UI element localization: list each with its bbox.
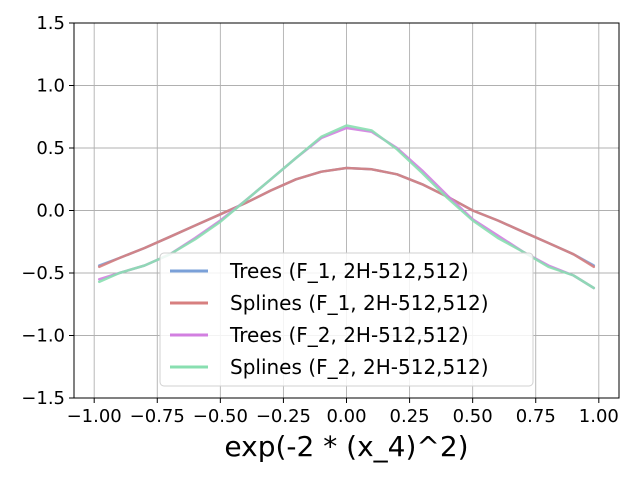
y-tick-label: 1.0 xyxy=(36,76,65,97)
x-tick-label: 0.50 xyxy=(453,406,493,427)
x-tick-label: −0.75 xyxy=(130,406,185,427)
legend: Trees (F_1, 2H-512,512) Splines (F_1, 2H-… xyxy=(159,252,534,387)
x-tick-label: 1.00 xyxy=(579,406,619,427)
y-tick-label: −1.0 xyxy=(21,326,65,347)
series-line-2 xyxy=(97,166,596,269)
legend-label: Trees (F_2, 2H-512,512) xyxy=(229,323,469,347)
x-tick-label: −0.25 xyxy=(256,406,311,427)
axis-ticks: −1.00 −0.75 −0.50 −0.25 0.00 0.25 0.50 0.75 1.00… xyxy=(21,13,619,427)
legend-label: Trees (F_1, 2H-512,512) xyxy=(229,259,469,283)
y-tick-label: 1.5 xyxy=(36,13,65,34)
y-tick-label: −0.5 xyxy=(21,263,65,284)
legend-label: Splines (F_2, 2H-512,512) xyxy=(230,355,489,379)
x-tick-label: 0.00 xyxy=(326,406,366,427)
y-tick-label: −1.5 xyxy=(21,388,65,409)
x-tick-label: 0.75 xyxy=(516,406,556,427)
y-tick-label: 0.0 xyxy=(36,201,65,222)
legend-box xyxy=(159,252,534,387)
series-lines xyxy=(97,124,596,290)
x-axis-label: exp(-2 * (x_4)^2) xyxy=(224,430,468,463)
x-tick-label: 0.25 xyxy=(390,406,430,427)
y-tick-label: 0.5 xyxy=(36,138,65,159)
x-tick-label: −0.50 xyxy=(193,406,248,427)
series-line-4 xyxy=(97,124,596,290)
x-tick-label: −1.00 xyxy=(67,406,122,427)
legend-label: Splines (F_1, 2H-512,512) xyxy=(230,291,489,315)
